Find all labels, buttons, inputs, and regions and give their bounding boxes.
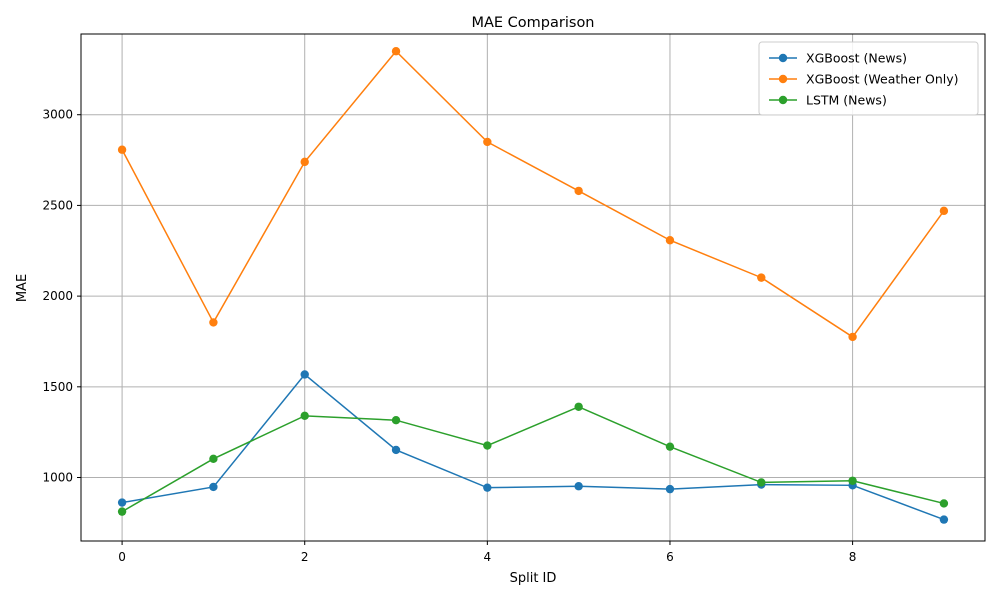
chart-title: MAE Comparison [471, 15, 594, 31]
y-tick-label: 1500 [42, 380, 73, 394]
data-point [117, 498, 127, 507]
x-tick-label: 6 [666, 550, 674, 564]
data-point [209, 454, 218, 464]
y-tick-label: 1000 [42, 471, 73, 485]
legend-marker [778, 74, 788, 84]
legend-label: XGBoost (Weather Only) [806, 72, 959, 87]
legend: XGBoost (News) XGBoost (Weather Only) LSTM… [758, 41, 979, 116]
data-point [665, 236, 675, 245]
x-axis-ticks: 0 2 4 6 8 [118, 541, 856, 564]
x-axis-label: Split ID [510, 571, 557, 586]
legend-label: XGBoost (News) [806, 51, 907, 66]
y-tick-label: 2000 [42, 289, 73, 303]
data-point [391, 47, 401, 56]
data-point [117, 145, 127, 154]
data-point [300, 411, 309, 421]
series-lines [121, 50, 945, 521]
data-point [574, 186, 583, 196]
y-axis-label: MAE [15, 274, 30, 302]
data-point [300, 370, 309, 379]
data-point [757, 478, 766, 487]
data-point [939, 515, 949, 524]
data-point [939, 206, 949, 216]
legend-marker [778, 95, 788, 105]
data-point [117, 507, 127, 516]
series-points [117, 47, 949, 524]
y-tick-label: 2500 [42, 198, 73, 212]
x-tick-label: 2 [301, 550, 309, 564]
data-point [848, 332, 857, 342]
legend-box [758, 41, 979, 116]
data-point [665, 484, 675, 494]
y-axis-ticks: 1000 1500 2000 2500 3000 [42, 108, 81, 485]
data-point [209, 318, 218, 327]
data-point [300, 157, 309, 167]
data-point [209, 482, 218, 492]
series-line-0 [121, 373, 945, 521]
x-tick-label: 4 [484, 550, 492, 564]
legend-marker [778, 53, 788, 63]
data-point [939, 499, 949, 508]
series-line-1 [121, 50, 945, 338]
data-point [665, 442, 675, 451]
x-tick-label: 0 [118, 550, 126, 564]
x-tick-label: 8 [849, 550, 857, 564]
y-tick-label: 3000 [42, 108, 73, 122]
data-point [391, 445, 401, 455]
data-point [848, 476, 857, 485]
series-line-2 [121, 405, 945, 513]
data-point [483, 137, 492, 147]
data-point [757, 273, 766, 282]
legend-label: LSTM (News) [806, 93, 887, 108]
data-point [574, 402, 583, 411]
data-point [391, 415, 401, 425]
data-point [483, 483, 492, 492]
data-point [483, 441, 492, 450]
plot-frame [80, 33, 986, 542]
data-point [574, 482, 583, 491]
